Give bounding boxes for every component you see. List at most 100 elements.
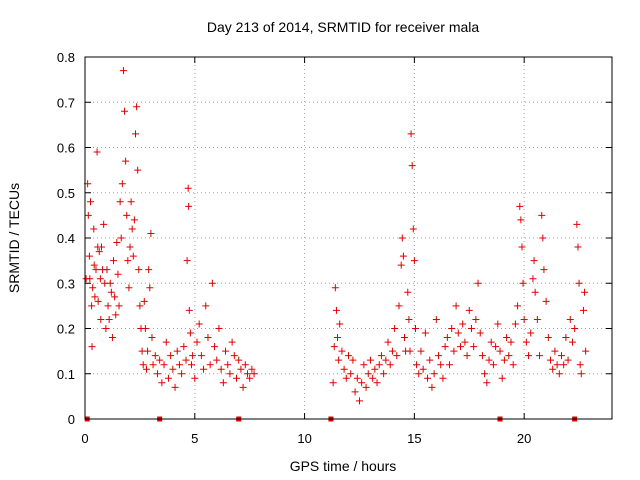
data-point <box>371 365 379 373</box>
data-point <box>173 347 181 355</box>
data-point <box>509 361 517 369</box>
data-point <box>525 352 533 360</box>
data-point <box>123 211 131 219</box>
data-point <box>351 388 359 396</box>
data-point <box>549 365 557 373</box>
data-point <box>88 302 96 310</box>
y-tick-label: 0.6 <box>57 141 75 156</box>
data-point <box>496 347 504 355</box>
data-point <box>211 343 219 351</box>
x-tick-label: 20 <box>517 431 531 446</box>
data-point <box>222 347 230 355</box>
data-point <box>518 243 526 251</box>
data-point <box>186 329 194 337</box>
data-point <box>562 334 570 342</box>
x-axis-ticks: 0 5 10 15 20 <box>81 57 531 446</box>
data-point <box>107 288 115 296</box>
data-point <box>224 361 232 369</box>
data-point <box>86 198 94 206</box>
data-point <box>380 370 388 378</box>
y-tick-label: 0.1 <box>57 367 75 382</box>
data-point <box>86 275 94 283</box>
data-point <box>494 320 502 328</box>
grid-lines <box>85 57 612 419</box>
data-point <box>355 397 363 405</box>
data-point <box>393 352 401 360</box>
data-point <box>555 370 563 378</box>
data-point <box>400 334 408 342</box>
data-point <box>544 334 552 342</box>
data-point <box>516 202 524 210</box>
data-point <box>574 243 582 251</box>
data-point <box>529 275 537 283</box>
data-point <box>158 379 166 387</box>
data-point <box>415 370 423 378</box>
data-point <box>117 234 125 242</box>
data-point <box>384 338 392 346</box>
data-point <box>345 352 352 360</box>
data-point <box>195 320 203 328</box>
y-tick-label: 0.2 <box>57 322 75 337</box>
data-point <box>206 361 214 369</box>
data-point <box>228 338 236 346</box>
data-point <box>421 329 429 337</box>
data-point <box>89 284 97 292</box>
y-tick-label: 0.4 <box>57 231 75 246</box>
data-point <box>388 347 396 355</box>
data-point <box>406 347 414 355</box>
data-point <box>139 361 147 369</box>
data-point <box>411 325 419 332</box>
data-point <box>452 302 460 310</box>
data-point <box>566 315 574 323</box>
data-point <box>142 365 150 373</box>
data-point <box>108 334 116 342</box>
data-point <box>470 343 478 351</box>
data-point <box>571 325 579 332</box>
data-point <box>85 252 93 260</box>
data-point <box>430 370 438 378</box>
chart-title: Day 213 of 2014, SRMTID for receiver mal… <box>207 19 480 35</box>
data-point <box>342 374 350 382</box>
data-point <box>481 370 489 378</box>
data-point <box>90 225 98 233</box>
data-point <box>219 379 227 387</box>
data-point <box>338 347 346 355</box>
data-point <box>474 279 482 287</box>
data-point <box>557 352 565 360</box>
data-point <box>417 347 425 355</box>
data-point <box>250 370 258 378</box>
data-point <box>233 374 241 382</box>
data-point <box>347 370 355 378</box>
data-point <box>230 352 238 360</box>
data-point <box>517 216 525 224</box>
data-point <box>360 361 368 369</box>
data-point <box>151 352 159 360</box>
data-point <box>162 338 170 346</box>
data-point <box>500 356 508 364</box>
data-point <box>118 180 126 188</box>
y-axis-ticks: 0 0.1 0.2 0.3 0.4 0.5 0.6 0.7 0.8 <box>57 50 612 427</box>
data-point <box>568 338 576 346</box>
data-point <box>122 157 130 165</box>
y-tick-label: 0.3 <box>57 276 75 291</box>
data-point <box>551 347 559 355</box>
data-point <box>92 266 100 274</box>
data-point <box>483 379 491 387</box>
y-tick-label: 0.8 <box>57 50 75 65</box>
x-axis-label: GPS time / hours <box>290 458 397 474</box>
data-point <box>522 338 530 346</box>
data-point <box>241 361 249 369</box>
data-point <box>112 311 120 319</box>
y-tick-label: 0.7 <box>57 95 75 110</box>
data-point <box>178 370 186 378</box>
data-point <box>334 334 342 342</box>
data-point <box>97 315 105 323</box>
data-point <box>424 374 432 382</box>
data-point <box>153 370 161 378</box>
data-point <box>90 261 98 269</box>
data-point <box>489 361 497 369</box>
data-point <box>110 257 118 265</box>
data-point <box>147 229 155 237</box>
data-point <box>446 361 454 369</box>
data-point <box>408 162 416 170</box>
